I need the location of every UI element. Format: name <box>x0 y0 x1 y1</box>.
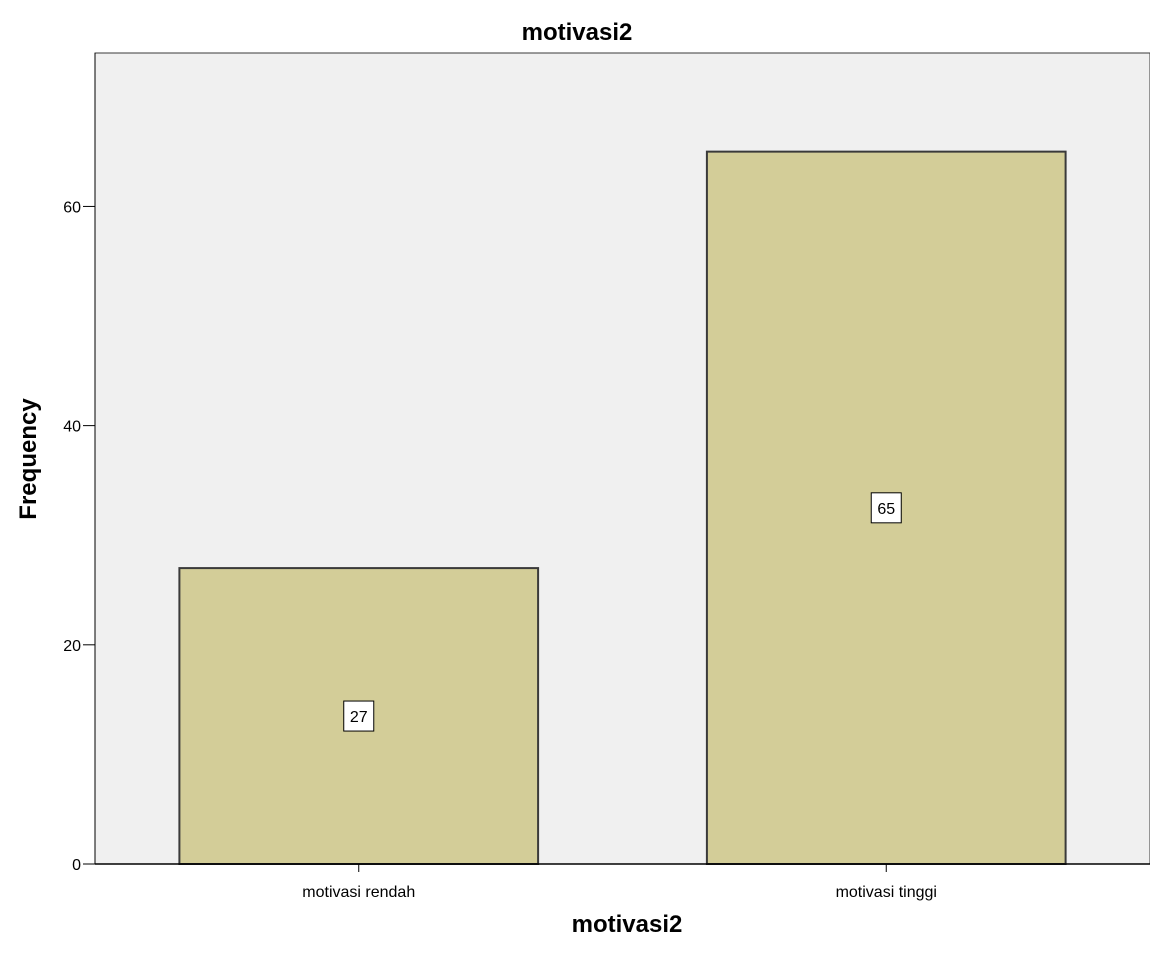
data-label: 27 <box>350 709 368 726</box>
axes-group: motivasi rendah motivasi tinggi 0 20 40 60 <box>63 53 1150 901</box>
y-tick-label: 40 <box>63 419 81 436</box>
data-labels-group: 27 65 <box>343 492 902 732</box>
chart-title: motivasi2 <box>522 19 633 46</box>
y-tick-label: 60 <box>63 199 81 216</box>
y-axis-title: Frequency <box>15 398 42 520</box>
data-label-box <box>870 492 902 524</box>
data-label: 65 <box>877 501 895 518</box>
y-tick-label: 20 <box>63 638 81 655</box>
x-tick-label: motivasi tinggi <box>836 884 937 901</box>
y-tick-label: 0 <box>72 857 81 874</box>
data-label-box <box>343 700 375 732</box>
x-axis-title: motivasi2 <box>572 911 683 938</box>
x-tick-label: motivasi rendah <box>302 884 415 901</box>
